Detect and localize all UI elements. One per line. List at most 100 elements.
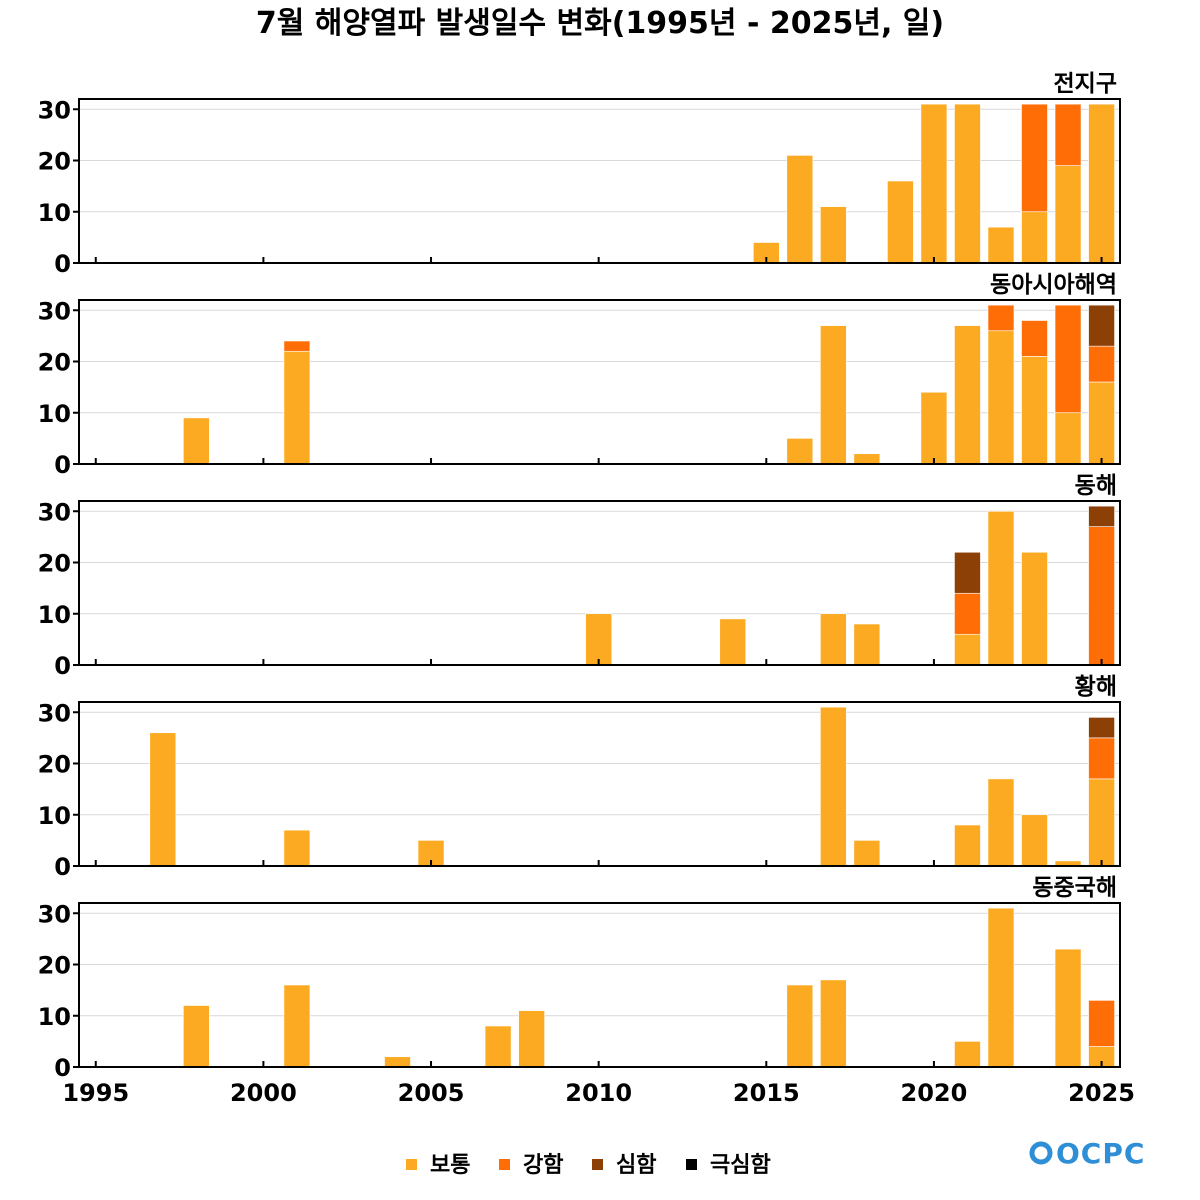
bar-2016-보통 bbox=[786, 984, 814, 1068]
bar-1997-보통 bbox=[149, 732, 177, 867]
bar-2025-심함 bbox=[1088, 505, 1115, 527]
y-tick-label: 10 bbox=[38, 199, 71, 227]
bar-1998-보통 bbox=[183, 417, 210, 465]
bar-2024-강함 bbox=[1054, 103, 1082, 166]
panel-title: 동해 bbox=[1075, 473, 1117, 499]
bar-2019-보통 bbox=[887, 180, 914, 264]
y-tick-label: 10 bbox=[38, 400, 71, 428]
legend-swatch bbox=[499, 1159, 510, 1170]
y-tick-label: 20 bbox=[38, 349, 71, 377]
bar-2022-보통 bbox=[987, 907, 1015, 1068]
bar-2018-보통 bbox=[853, 453, 881, 465]
bar-2025-강함 bbox=[1088, 345, 1115, 383]
bar-2025-보통 bbox=[1088, 103, 1115, 264]
y-tick-label: 0 bbox=[54, 853, 71, 881]
legend-swatch bbox=[592, 1159, 603, 1170]
logo-text: OCPC bbox=[1056, 1137, 1145, 1170]
bar-2020-보통 bbox=[920, 103, 948, 264]
legend-swatch bbox=[686, 1159, 697, 1170]
y-tick-label: 0 bbox=[54, 652, 71, 680]
chart-title: 7월 해양열파 발생일수 변화(1995년 - 2025년, 일) bbox=[256, 6, 944, 41]
x-tick-label: 2025 bbox=[1068, 1079, 1135, 1107]
y-tick-label: 30 bbox=[38, 699, 71, 727]
bar-2023-보통 bbox=[1021, 551, 1048, 666]
bar-2001-보통 bbox=[283, 984, 311, 1068]
bar-2024-강함 bbox=[1054, 304, 1082, 414]
y-tick-label: 0 bbox=[54, 1054, 71, 1082]
panel-title: 황해 bbox=[1075, 674, 1117, 700]
bar-2021-보통 bbox=[954, 325, 981, 465]
y-tick-label: 10 bbox=[38, 601, 71, 629]
bar-2017-보통 bbox=[820, 206, 847, 264]
bar-2023-보통 bbox=[1021, 356, 1048, 465]
panel-4: 동중국해 0 10 20 30 bbox=[38, 875, 1121, 1082]
bar-2018-보통 bbox=[853, 840, 881, 867]
bar-2024-보통 bbox=[1054, 412, 1082, 465]
x-tick-label: 2000 bbox=[230, 1079, 297, 1107]
bar-2016-보통 bbox=[786, 438, 814, 465]
legend-label: 심함 bbox=[616, 1153, 656, 1178]
y-tick-label: 20 bbox=[38, 952, 71, 980]
x-axis-labels: 1995 2000 2005 2010 2015 2020 2025 bbox=[62, 1079, 1135, 1107]
y-tick-label: 20 bbox=[38, 550, 71, 578]
bar-2022-보통 bbox=[987, 330, 1015, 465]
bar-2001-보통 bbox=[283, 350, 311, 465]
bar-2023-보통 bbox=[1021, 814, 1048, 867]
bar-2025-보통 bbox=[1088, 778, 1115, 867]
y-tick-label: 30 bbox=[38, 900, 71, 928]
bar-1998-보통 bbox=[183, 1005, 210, 1068]
y-tick-label: 10 bbox=[38, 1003, 71, 1031]
x-tick-label: 1995 bbox=[62, 1079, 129, 1107]
bar-2008-보통 bbox=[518, 1010, 545, 1068]
bar-2025-강함 bbox=[1088, 737, 1115, 780]
bar-2007-보통 bbox=[484, 1025, 512, 1068]
panel-2: 동해 0 10 20 30 bbox=[38, 473, 1121, 680]
bar-2020-보통 bbox=[920, 391, 948, 465]
panel-title: 동중국해 bbox=[1032, 875, 1117, 901]
bar-2017-보통 bbox=[820, 979, 847, 1068]
bar-2014-보통 bbox=[719, 618, 747, 666]
bar-2023-보통 bbox=[1021, 211, 1048, 264]
x-tick-label: 2020 bbox=[901, 1079, 968, 1107]
y-tick-label: 0 bbox=[54, 250, 71, 278]
bar-2017-보통 bbox=[820, 613, 847, 666]
bar-2016-보통 bbox=[786, 155, 814, 264]
panel-3: 황해 0 10 20 30 bbox=[38, 674, 1121, 881]
y-tick-label: 20 bbox=[38, 148, 71, 176]
bar-2025-심함 bbox=[1088, 304, 1115, 347]
legend-swatch bbox=[406, 1159, 417, 1170]
bar-2022-보통 bbox=[987, 778, 1015, 867]
y-tick-label: 30 bbox=[38, 96, 71, 124]
legend: 보통 강함 심함 극심함 bbox=[406, 1153, 771, 1178]
bar-2023-강함 bbox=[1021, 103, 1048, 213]
bar-2025-심함 bbox=[1088, 717, 1115, 739]
legend-label: 보통 bbox=[430, 1153, 470, 1178]
bar-2021-보통 bbox=[954, 103, 981, 264]
bar-2001-강함 bbox=[283, 340, 311, 352]
y-tick-label: 30 bbox=[38, 498, 71, 526]
bar-2018-보통 bbox=[853, 623, 881, 666]
bar-2004-보통 bbox=[384, 1056, 411, 1068]
bar-2021-심함 bbox=[954, 551, 981, 594]
panel-0: 전지구 0 10 20 30 bbox=[38, 71, 1121, 278]
bar-2022-보통 bbox=[987, 510, 1015, 666]
y-tick-label: 0 bbox=[54, 451, 71, 479]
bar-2024-보통 bbox=[1054, 948, 1082, 1068]
panel-title: 동아시아해역 bbox=[990, 272, 1117, 298]
bar-2025-보통 bbox=[1088, 381, 1115, 465]
bar-2021-보통 bbox=[954, 1041, 981, 1068]
bar-2022-강함 bbox=[987, 304, 1015, 332]
bar-2017-보통 bbox=[820, 706, 847, 867]
bar-2025-강함 bbox=[1088, 526, 1115, 666]
bar-2001-보통 bbox=[283, 829, 311, 867]
y-tick-label: 30 bbox=[38, 297, 71, 325]
legend-label: 극심함 bbox=[710, 1153, 771, 1178]
x-tick-label: 2015 bbox=[733, 1079, 800, 1107]
bar-2010-보통 bbox=[585, 613, 612, 666]
panels: 전지구 0 10 20 30 동아시아해역 0 10 20 30 동해 0 10 20 30 황해 0 10 20 3… bbox=[38, 71, 1121, 1082]
y-tick-label: 10 bbox=[38, 802, 71, 830]
bar-2017-보통 bbox=[820, 325, 847, 465]
bar-2021-강함 bbox=[954, 592, 981, 635]
